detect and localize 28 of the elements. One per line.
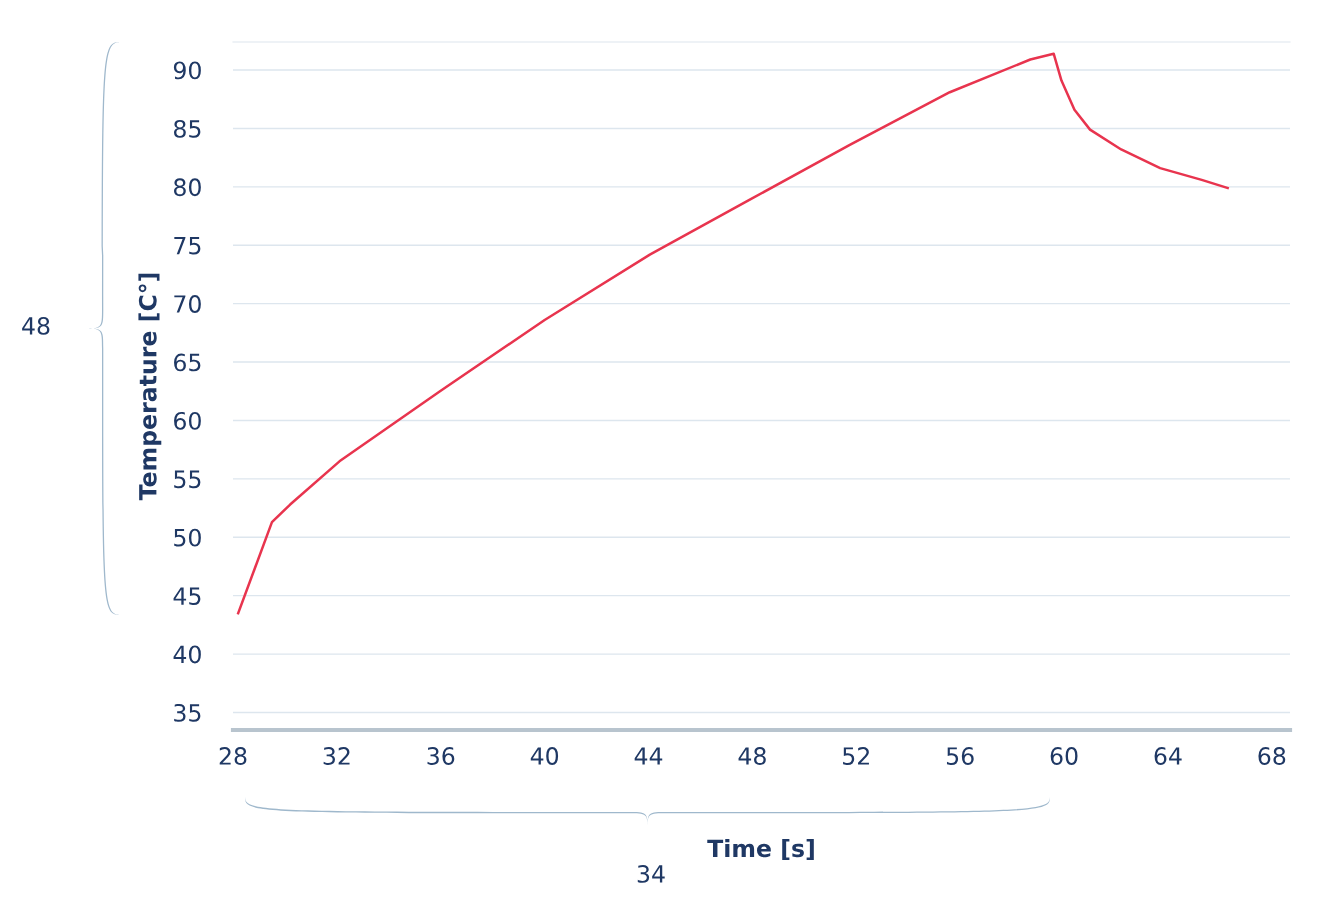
x-tick-label: 60 — [1050, 747, 1078, 765]
y-tick-label: 35 — [174, 703, 201, 722]
x-tick-label: 64 — [1154, 747, 1182, 765]
x-tick-label: 36 — [427, 747, 455, 765]
x-tick-label: 44 — [634, 747, 663, 765]
y-axis-title: Temperature [C°] — [138, 273, 162, 501]
line-series — [236, 52, 1229, 615]
x-tick-label: 48 — [738, 747, 766, 765]
y-tick-label: 45 — [173, 587, 201, 605]
y-tick-label: 80 — [174, 178, 201, 197]
y-tick-label: 85 — [174, 119, 201, 138]
text: 48 — [22, 316, 50, 335]
y-tick-label: 90 — [173, 61, 201, 80]
y-tick-label: 65 — [174, 353, 201, 372]
y-tick-label: 55 — [174, 470, 201, 489]
x-tick-label: 40 — [530, 747, 559, 765]
x-tick-label: 68 — [1258, 747, 1286, 765]
y-tick-label: 75 — [174, 237, 201, 255]
x-tick-label: 32 — [323, 747, 350, 765]
y-tick-label: 60 — [174, 411, 201, 430]
x-axis-title: Time [s] — [707, 838, 814, 861]
y-tick-label: 50 — [174, 528, 201, 547]
x-tick-label: 52 — [843, 747, 869, 765]
x-tick-label: 56 — [946, 747, 974, 765]
y-tick-label: 70 — [174, 295, 201, 313]
y-tick-label: 40 — [173, 645, 201, 664]
x-tick-label: 28 — [219, 747, 247, 765]
text: 34 — [637, 864, 665, 883]
